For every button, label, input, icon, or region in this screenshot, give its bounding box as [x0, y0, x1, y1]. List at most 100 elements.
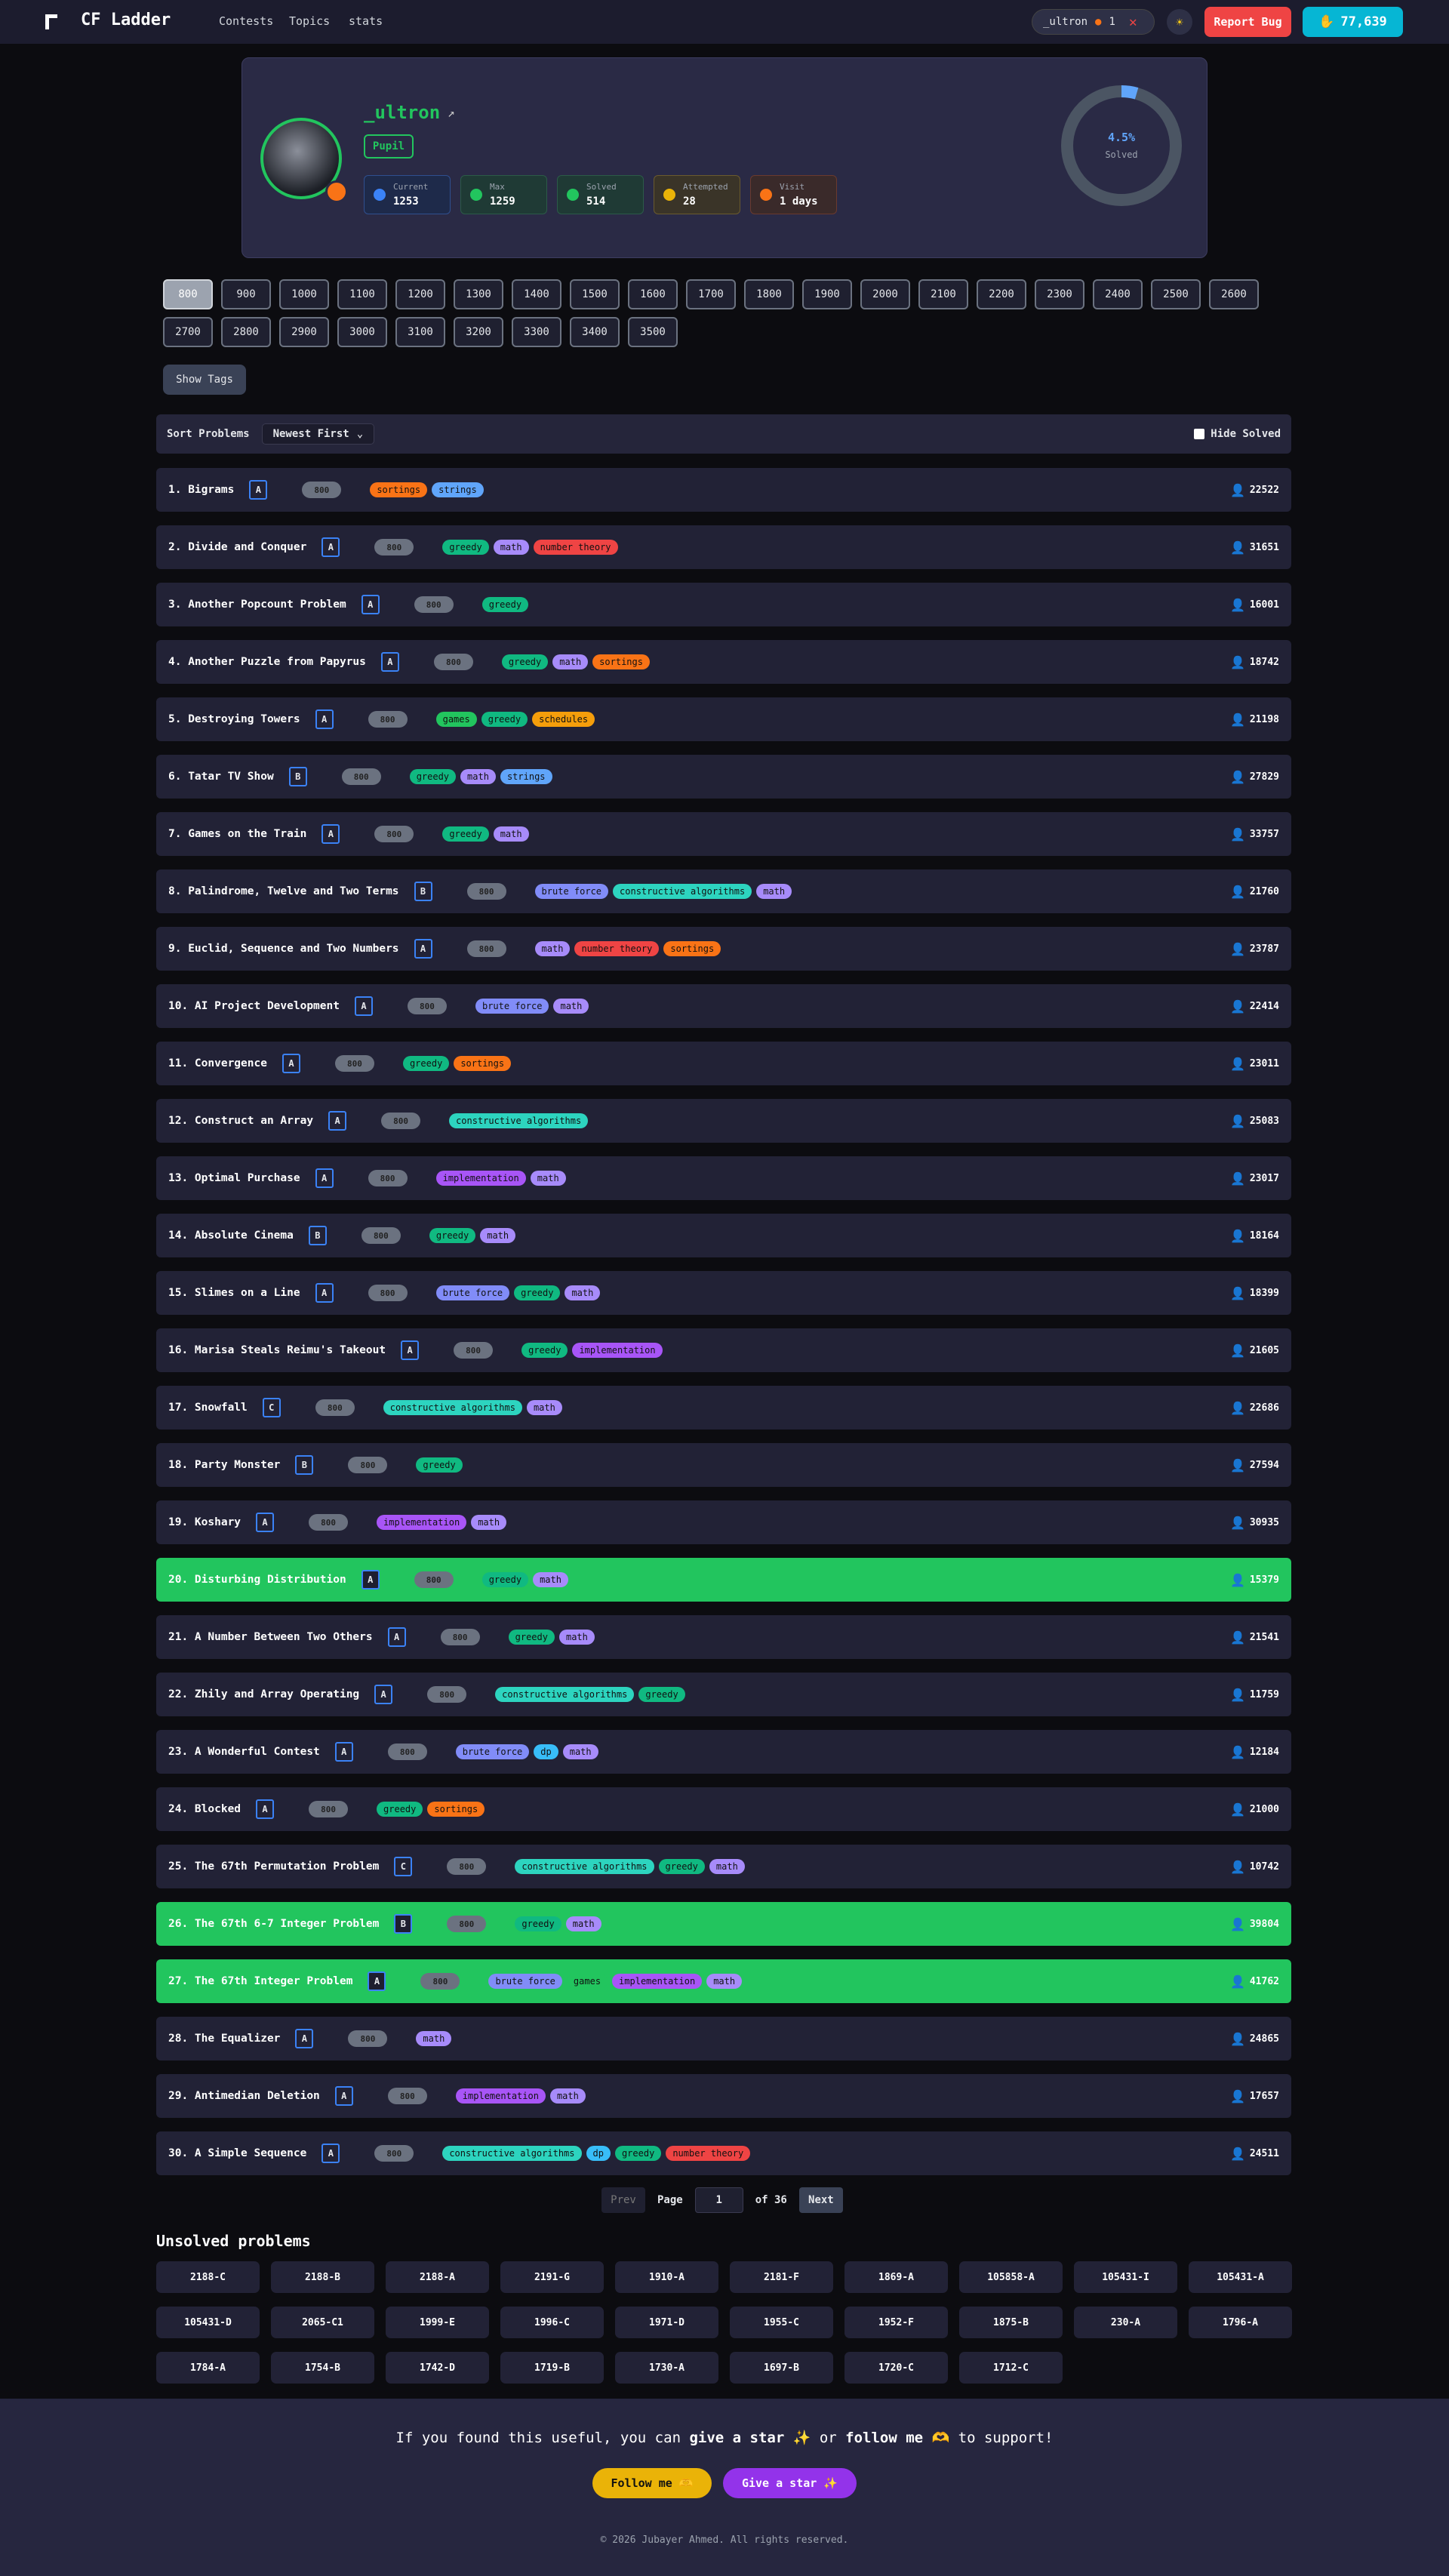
problem-row[interactable]: 14. Absolute Cinema B 800 greedy math 👤 18164 — [156, 1214, 1291, 1257]
rating-button[interactable]: 1500 — [570, 279, 620, 309]
problem-row[interactable]: 8. Palindrome, Twelve and Two Terms B 800 b… — [156, 869, 1291, 913]
rating-button[interactable]: 2900 — [279, 317, 329, 347]
show-tags[interactable]: Show Tags — [163, 365, 246, 395]
unsolved-item[interactable]: 1719-B — [500, 2352, 604, 2384]
page-input[interactable]: 1 — [694, 2187, 743, 2213]
unsolved-item[interactable]: 1730-A — [615, 2352, 718, 2384]
problem-title[interactable]: 12. Construct an Array — [168, 1115, 314, 1127]
rating-button[interactable]: 1700 — [686, 279, 736, 309]
unsolved-item[interactable]: 1999-E — [386, 2307, 489, 2338]
problem-row[interactable]: 9. Euclid, Sequence and Two Numbers A 800 m… — [156, 927, 1291, 971]
problem-title[interactable]: 29. Antimedian Deletion — [168, 2090, 320, 2102]
coins[interactable]: ✋ 77,639 — [1303, 7, 1403, 37]
problem-title[interactable]: 9. Euclid, Sequence and Two Numbers — [168, 943, 399, 955]
unsolved-item[interactable]: 1697-B — [730, 2352, 833, 2384]
rating-button[interactable]: 900 — [221, 279, 271, 309]
problem-row[interactable]: 28. The Equalizer A 800 math 👤 24865 — [156, 2017, 1291, 2060]
rating-button[interactable]: 1100 — [337, 279, 387, 309]
unsolved-item[interactable]: 2065-C1 — [271, 2307, 374, 2338]
theme-toggle[interactable]: ☀ — [1167, 9, 1192, 35]
problem-title[interactable]: 3. Another Popcount Problem — [168, 599, 346, 611]
rating-button[interactable]: 2100 — [918, 279, 968, 309]
problem-title[interactable]: 5. Destroying Towers — [168, 713, 300, 725]
unsolved-item[interactable]: 105858-A — [959, 2261, 1063, 2293]
follow-button[interactable]: Follow me 🫶 — [592, 2468, 712, 2498]
unsolved-item[interactable]: 1875-B — [959, 2307, 1063, 2338]
unsolved-item[interactable]: 1784-A — [156, 2352, 260, 2384]
rating-button[interactable]: 3200 — [454, 317, 503, 347]
rating-button[interactable]: 1900 — [802, 279, 852, 309]
rating-button[interactable]: 1000 — [279, 279, 329, 309]
unsolved-item[interactable]: 2188-B — [271, 2261, 374, 2293]
problem-title[interactable]: 7. Games on the Train — [168, 828, 307, 840]
rating-button[interactable]: 2600 — [1209, 279, 1259, 309]
problem-row[interactable]: 5. Destroying Towers A 800 games greedy sched… — [156, 697, 1291, 741]
problem-row[interactable]: 27. The 67th Integer Problem A 800 brute fo… — [156, 1959, 1291, 2003]
problem-title[interactable]: 2. Divide and Conquer — [168, 541, 307, 553]
checkbox[interactable] — [1194, 429, 1205, 439]
problem-title[interactable]: 16. Marisa Steals Reimu's Takeout — [168, 1344, 386, 1356]
rating-button[interactable]: 3400 — [570, 317, 620, 347]
problem-row[interactable]: 11. Convergence A 800 greedy sortings 👤 23011 — [156, 1042, 1291, 1085]
rating-button[interactable]: 1200 — [395, 279, 445, 309]
problem-title[interactable]: 28. The Equalizer — [168, 2033, 281, 2045]
rating-button[interactable]: 1800 — [744, 279, 794, 309]
problem-row[interactable]: 4. Another Puzzle from Papyrus A 800 greedy… — [156, 640, 1291, 684]
unsolved-item[interactable]: 1952-F — [844, 2307, 948, 2338]
unsolved-item[interactable]: 2191-G — [500, 2261, 604, 2293]
rating-button[interactable]: 1600 — [628, 279, 678, 309]
unsolved-item[interactable]: 1712-C — [959, 2352, 1063, 2384]
problem-row[interactable]: 23. A Wonderful Contest A 800 brute force dp… — [156, 1730, 1291, 1774]
star-button[interactable]: Give a star ✨ — [723, 2468, 857, 2498]
brand[interactable]: CF Ladder — [81, 11, 171, 29]
problem-title[interactable]: 24. Blocked — [168, 1803, 242, 1815]
unsolved-item[interactable]: 105431-I — [1074, 2261, 1177, 2293]
problem-row[interactable]: 26. The 67th 6-7 Integer Problem B 800 gree… — [156, 1902, 1291, 1946]
rating-button[interactable]: 2500 — [1151, 279, 1201, 309]
nav-link[interactable]: Topics — [289, 14, 331, 28]
problem-row[interactable]: 24. Blocked A 800 greedy sortings 👤 21000 — [156, 1787, 1291, 1831]
next-button[interactable]: Next — [798, 2187, 843, 2213]
rating-button[interactable]: 2700 — [163, 317, 213, 347]
unsolved-item[interactable]: 2188-A — [386, 2261, 489, 2293]
problem-row[interactable]: 18. Party Monster B 800 greedy 👤 27594 — [156, 1443, 1291, 1487]
problem-title[interactable]: 8. Palindrome, Twelve and Two Terms — [168, 885, 399, 897]
problem-row[interactable]: 19. Koshary A 800 implementation math 👤 30935 — [156, 1500, 1291, 1544]
problem-row[interactable]: 1. Bigrams A 800 sortings strings 👤 22522 — [156, 468, 1291, 512]
nav-link[interactable]: Contests — [219, 14, 274, 28]
rating-button[interactable]: 3000 — [337, 317, 387, 347]
problem-title[interactable]: 18. Party Monster — [168, 1459, 281, 1471]
problem-title[interactable]: 20. Disturbing Distribution — [168, 1574, 346, 1586]
problem-title[interactable]: 17. Snowfall — [168, 1402, 248, 1414]
profile-name[interactable]: _ultron — [364, 102, 441, 123]
prev-button[interactable]: Prev — [601, 2187, 645, 2213]
problem-title[interactable]: 13. Optimal Purchase — [168, 1172, 300, 1184]
problem-title[interactable]: 25. The 67th Permutation Problem — [168, 1860, 380, 1873]
rating-button[interactable]: 800 — [163, 279, 213, 309]
rating-button[interactable]: 3100 — [395, 317, 445, 347]
sort-select[interactable]: Newest First ⌄ — [261, 423, 375, 445]
rating-button[interactable]: 2800 — [221, 317, 271, 347]
problem-row[interactable]: 30. A Simple Sequence A 800 constructive al… — [156, 2131, 1291, 2175]
external-link-icon[interactable]: ↗ — [448, 105, 455, 120]
problem-title[interactable]: 1. Bigrams — [168, 484, 235, 496]
unsolved-item[interactable]: 1754-B — [271, 2352, 374, 2384]
problem-row[interactable]: 12. Construct an Array A 800 constructive a… — [156, 1099, 1291, 1143]
problem-title[interactable]: 19. Koshary — [168, 1516, 242, 1528]
unsolved-item[interactable]: 1910-A — [615, 2261, 718, 2293]
problem-row[interactable]: 15. Slimes on a Line A 800 brute force greed… — [156, 1271, 1291, 1315]
nav-link[interactable]: stats — [349, 14, 383, 28]
problem-row[interactable]: 13. Optimal Purchase A 800 implementation ma… — [156, 1156, 1291, 1200]
problem-row[interactable]: 7. Games on the Train A 800 greedy math 👤 3375… — [156, 812, 1291, 856]
unsolved-item[interactable]: 1955-C — [730, 2307, 833, 2338]
rating-button[interactable]: 3500 — [628, 317, 678, 347]
rating-button[interactable]: 2400 — [1093, 279, 1143, 309]
rating-button[interactable]: 3300 — [512, 317, 561, 347]
problem-row[interactable]: 22. Zhily and Array Operating A 800 constru… — [156, 1673, 1291, 1716]
problem-title[interactable]: 21. A Number Between Two Others — [168, 1631, 373, 1643]
unsolved-item[interactable]: 1869-A — [844, 2261, 948, 2293]
unsolved-item[interactable]: 1720-C — [844, 2352, 948, 2384]
problem-title[interactable]: 14. Absolute Cinema — [168, 1230, 294, 1242]
unsolved-item[interactable]: 1796-A — [1189, 2307, 1292, 2338]
problem-title[interactable]: 23. A Wonderful Contest — [168, 1746, 320, 1758]
